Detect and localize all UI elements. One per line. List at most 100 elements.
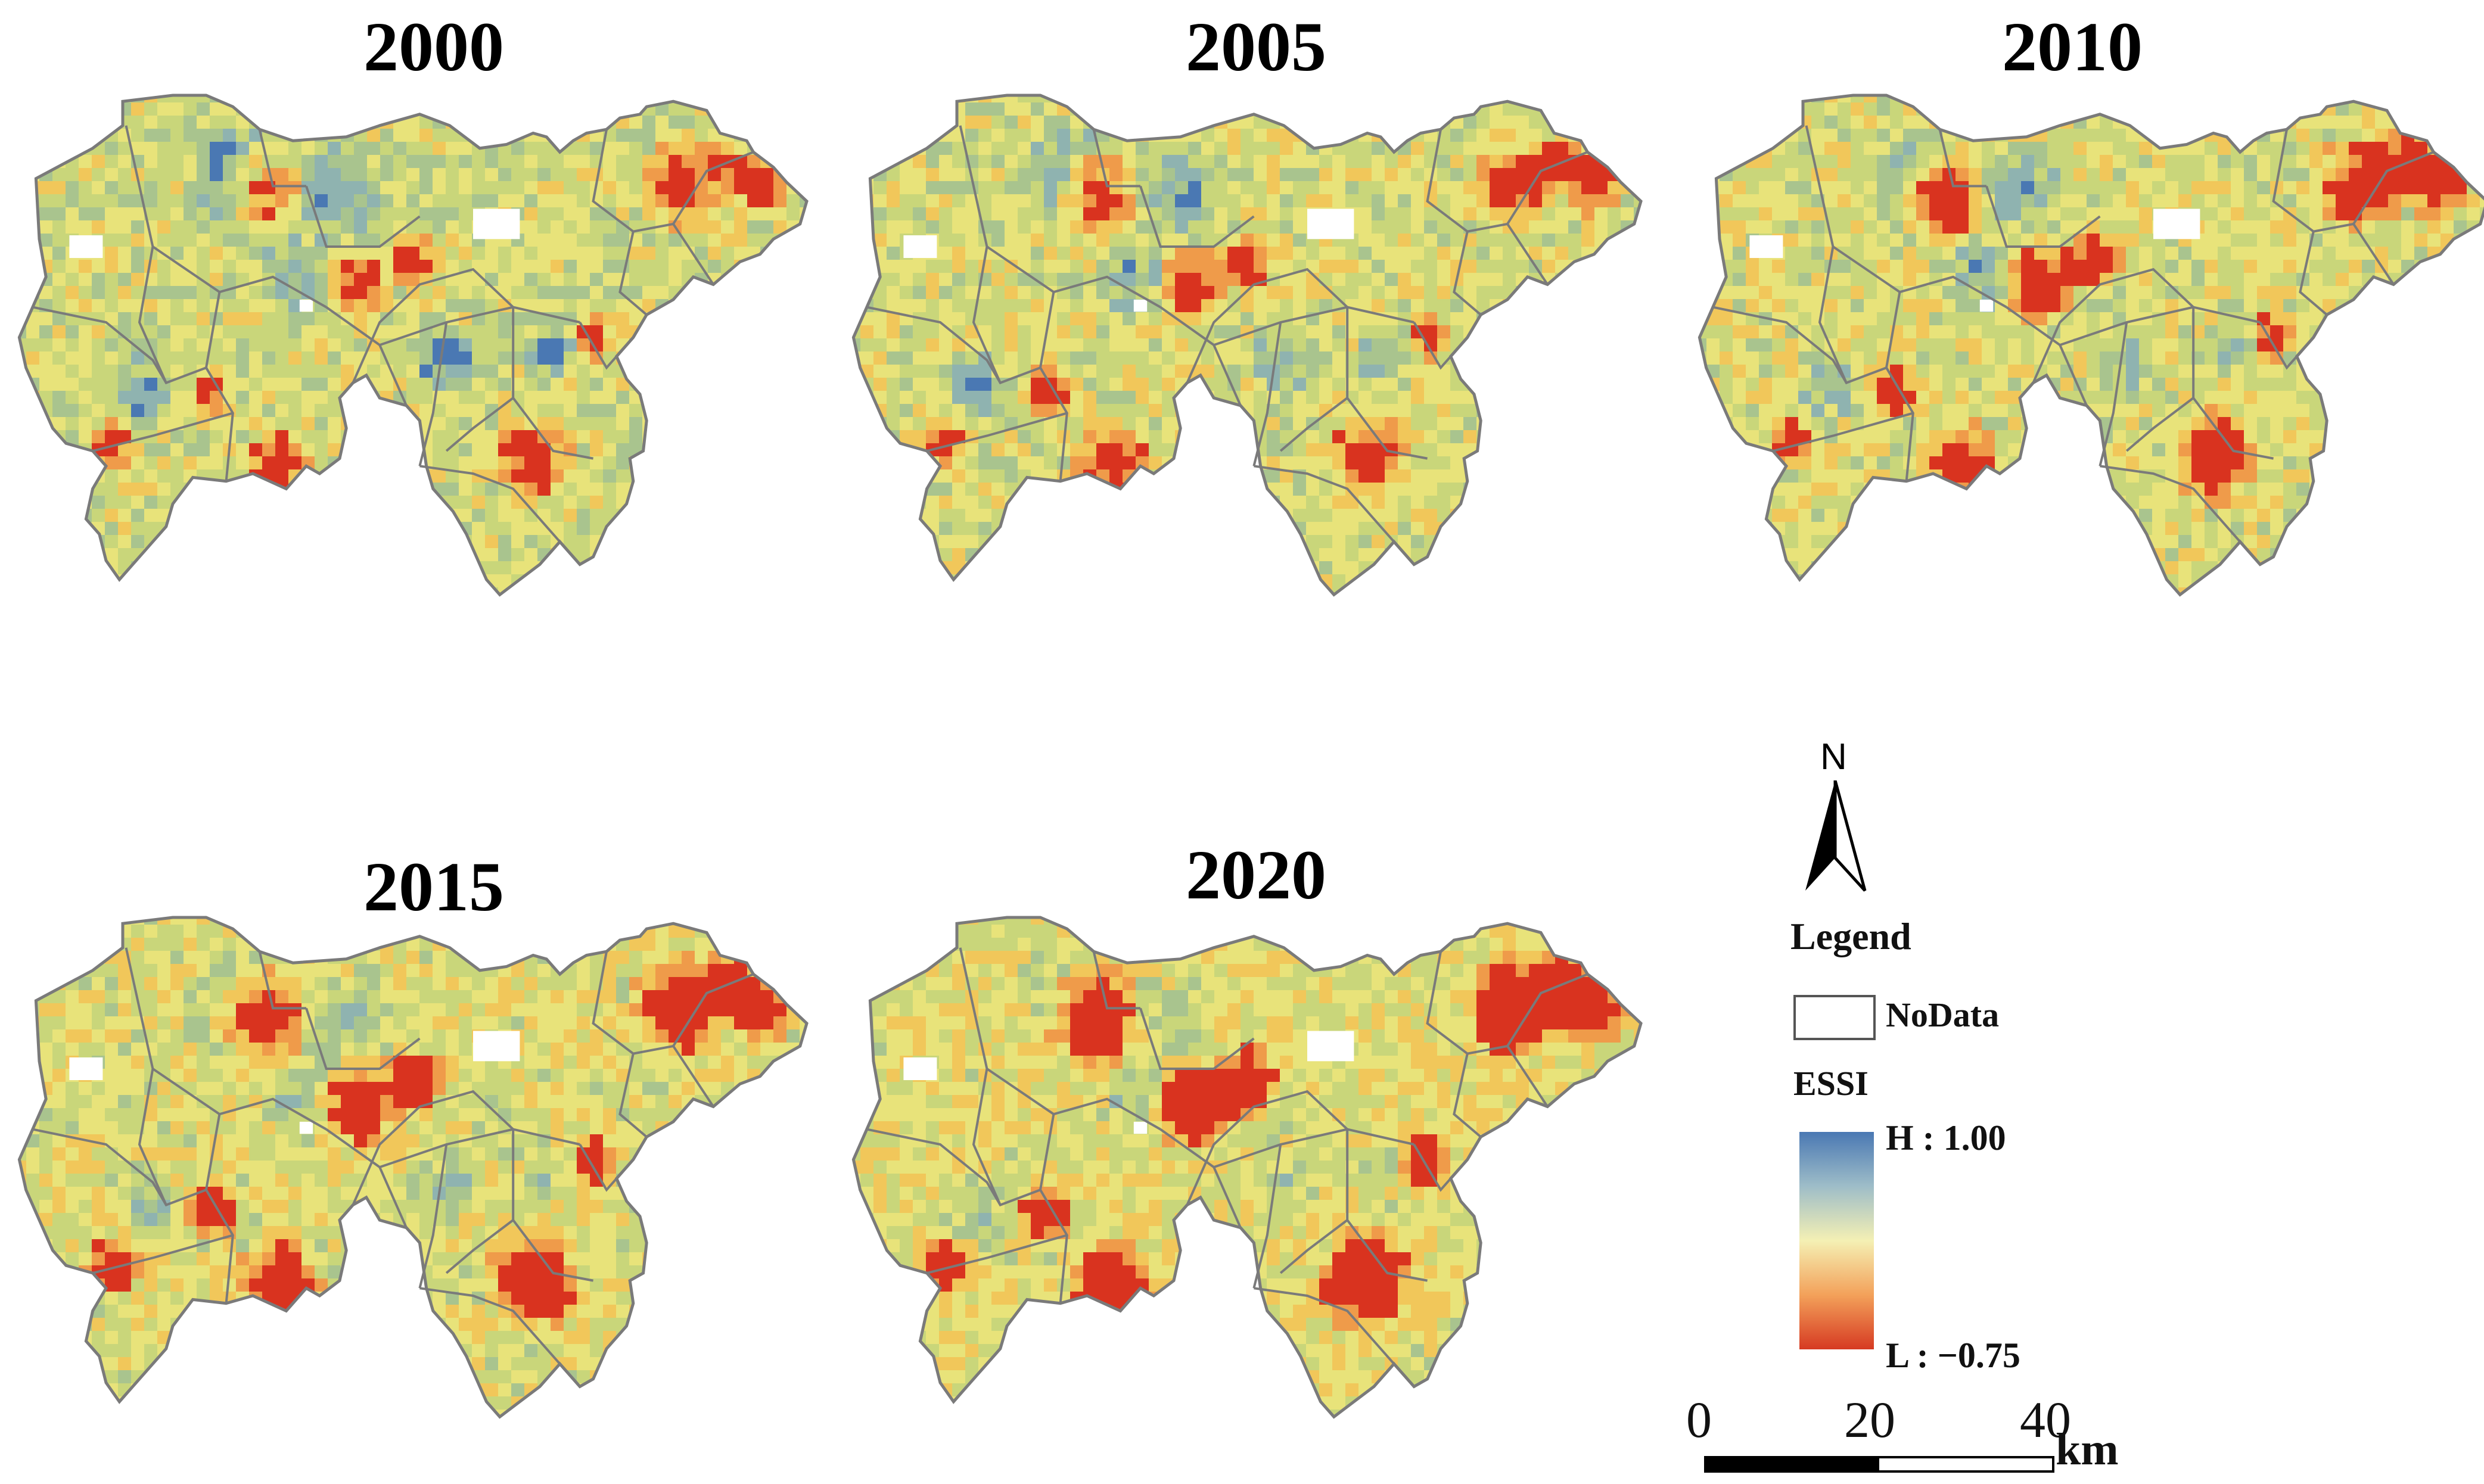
scale-tick-0: 0	[1686, 1391, 1712, 1448]
district-boundary	[1039, 1113, 1068, 1303]
nodata-area	[473, 209, 520, 239]
district-boundary	[959, 947, 1002, 1206]
nodata-area	[1307, 1031, 1354, 1062]
district-boundary	[1712, 306, 1887, 385]
nodata-area	[473, 1031, 520, 1062]
region-outline	[851, 916, 1643, 1419]
region-map-2010	[1698, 94, 2484, 597]
region-outline	[17, 916, 809, 1419]
district-boundary	[92, 1234, 234, 1274]
district-boundary	[258, 951, 306, 1010]
panel-title-2005: 2005	[1186, 8, 1326, 86]
district-boundary	[32, 306, 207, 385]
nodata-area	[1133, 299, 1148, 312]
district-boundary	[419, 465, 561, 543]
essi-raster	[1699, 95, 2484, 595]
nodata-area	[2153, 209, 2200, 239]
nodata-area	[1307, 209, 1354, 239]
district-boundary	[1279, 397, 1348, 452]
region-map-2015	[17, 916, 809, 1419]
region-outline	[1698, 94, 2484, 597]
district-boundary	[152, 1068, 327, 1131]
district-boundary	[1139, 185, 1255, 248]
district-boundary	[1506, 151, 1588, 225]
district-boundary	[1159, 306, 1242, 406]
district-boundary	[672, 151, 754, 225]
district-boundary	[1254, 1287, 1395, 1365]
region-map-2000	[17, 94, 809, 597]
region-outline	[851, 94, 1643, 597]
district-boundary	[258, 129, 306, 188]
district-boundary	[2192, 307, 2274, 460]
nodata-area	[69, 235, 103, 259]
district-boundary	[1213, 1128, 1414, 1168]
district-boundary	[1506, 973, 1588, 1047]
district-boundary	[986, 245, 1161, 309]
district-boundary	[2125, 397, 2194, 452]
region-outline	[17, 94, 809, 597]
scale-tick-40: 40	[2020, 1391, 2071, 1448]
district-boundary	[579, 321, 618, 370]
district-boundary	[305, 185, 421, 248]
essi-raster	[853, 95, 1641, 595]
district-boundary	[204, 1113, 234, 1303]
district-boundary	[866, 1128, 1041, 1207]
district-boundary	[152, 245, 327, 309]
district-boundary	[379, 1128, 580, 1168]
district-boundary	[1985, 185, 2101, 248]
high-value-label: H : 1.00	[1886, 1118, 2006, 1158]
nodata-label: NoData	[1886, 995, 2000, 1034]
nodata-area	[903, 1057, 937, 1081]
nodata-area	[299, 1121, 313, 1134]
district-boundary	[1805, 125, 1848, 384]
district-boundary	[1039, 291, 1068, 481]
district-boundary	[1186, 267, 1348, 384]
district-boundary	[125, 125, 167, 384]
district-boundary	[445, 397, 514, 452]
district-boundary	[1213, 306, 1414, 346]
district-boundary	[512, 1129, 593, 1282]
district-boundary	[32, 1128, 207, 1207]
district-boundary	[419, 1287, 561, 1365]
panel-title-2020: 2020	[1186, 836, 1326, 914]
district-boundary	[579, 1143, 618, 1192]
district-boundary	[512, 307, 593, 460]
district-boundary	[204, 291, 234, 481]
district-boundary	[1279, 1219, 1348, 1274]
district-boundary	[352, 267, 514, 384]
district-boundary	[352, 1090, 514, 1206]
district-boundary	[986, 1068, 1161, 1131]
panel-title-2010: 2010	[2002, 8, 2143, 86]
district-boundary	[1453, 1053, 1482, 1138]
district-boundary	[2299, 231, 2328, 316]
district-boundary	[1413, 1143, 1452, 1192]
region-map-2005	[851, 94, 1643, 597]
district-boundary	[2059, 306, 2261, 346]
district-boundary	[1832, 245, 2007, 309]
district-boundary	[2259, 321, 2298, 370]
district-boundary	[1159, 1128, 1242, 1228]
district-boundary	[927, 412, 1068, 452]
nodata-area	[903, 235, 937, 259]
district-boundary	[618, 1053, 648, 1138]
district-boundary	[1773, 412, 1914, 452]
scale-tick-20: 20	[1844, 1391, 1895, 1448]
nodata-area	[1133, 1121, 1148, 1134]
essi-raster	[19, 917, 807, 1417]
district-boundary	[672, 973, 754, 1047]
district-boundary	[1346, 307, 1428, 460]
scale-unit: km	[2056, 1424, 2119, 1474]
district-boundary	[592, 951, 714, 1107]
north-arrow-icon	[1805, 780, 1867, 892]
district-boundary	[927, 1234, 1068, 1274]
region-map-2020	[851, 916, 1643, 1419]
district-boundary	[2032, 267, 2194, 384]
scale-bar-black-segment	[1706, 1458, 1879, 1470]
nodata-area	[69, 1057, 103, 1081]
district-boundary	[1092, 951, 1140, 1010]
district-boundary	[1453, 231, 1482, 316]
district-boundary	[618, 231, 648, 316]
legend-title: Legend	[1790, 915, 1911, 957]
panel-title-2015: 2015	[363, 848, 504, 926]
nodata-area	[1749, 235, 1783, 259]
